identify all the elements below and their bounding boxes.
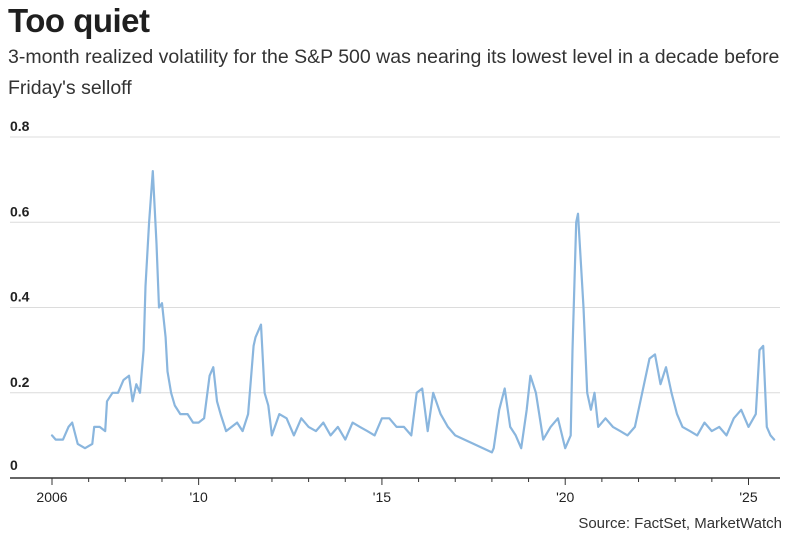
- x-axis: 2006 '10 '15 '20 '25: [10, 477, 780, 505]
- chart-title: Too quiet: [8, 2, 150, 39]
- y-tick-label-0: 0: [10, 457, 18, 473]
- y-tick-label-4: 0.8: [10, 118, 30, 134]
- y-tick-label-1: 0.2: [10, 374, 30, 390]
- x-tick-label-3: '20: [556, 489, 574, 505]
- x-tick-label-0: 2006: [36, 489, 67, 505]
- source-note: Source: FactSet, MarketWatch: [578, 515, 782, 532]
- y-tick-label-3: 0.6: [10, 203, 30, 219]
- series-layer: [50, 170, 776, 454]
- x-tick-label-1: '10: [190, 489, 208, 505]
- x-tick-label-2: '15: [373, 489, 391, 505]
- y-tick-label-2: 0.4: [10, 289, 30, 305]
- y-axis-labels: 0 0.2 0.4 0.6 0.8: [10, 118, 30, 473]
- grid-lines: [10, 136, 780, 394]
- chart-subtitle: 3-month realized volatility for the S&P …: [8, 46, 780, 99]
- series-line-0: [50, 170, 776, 454]
- x-tick-label-4: '25: [739, 489, 757, 505]
